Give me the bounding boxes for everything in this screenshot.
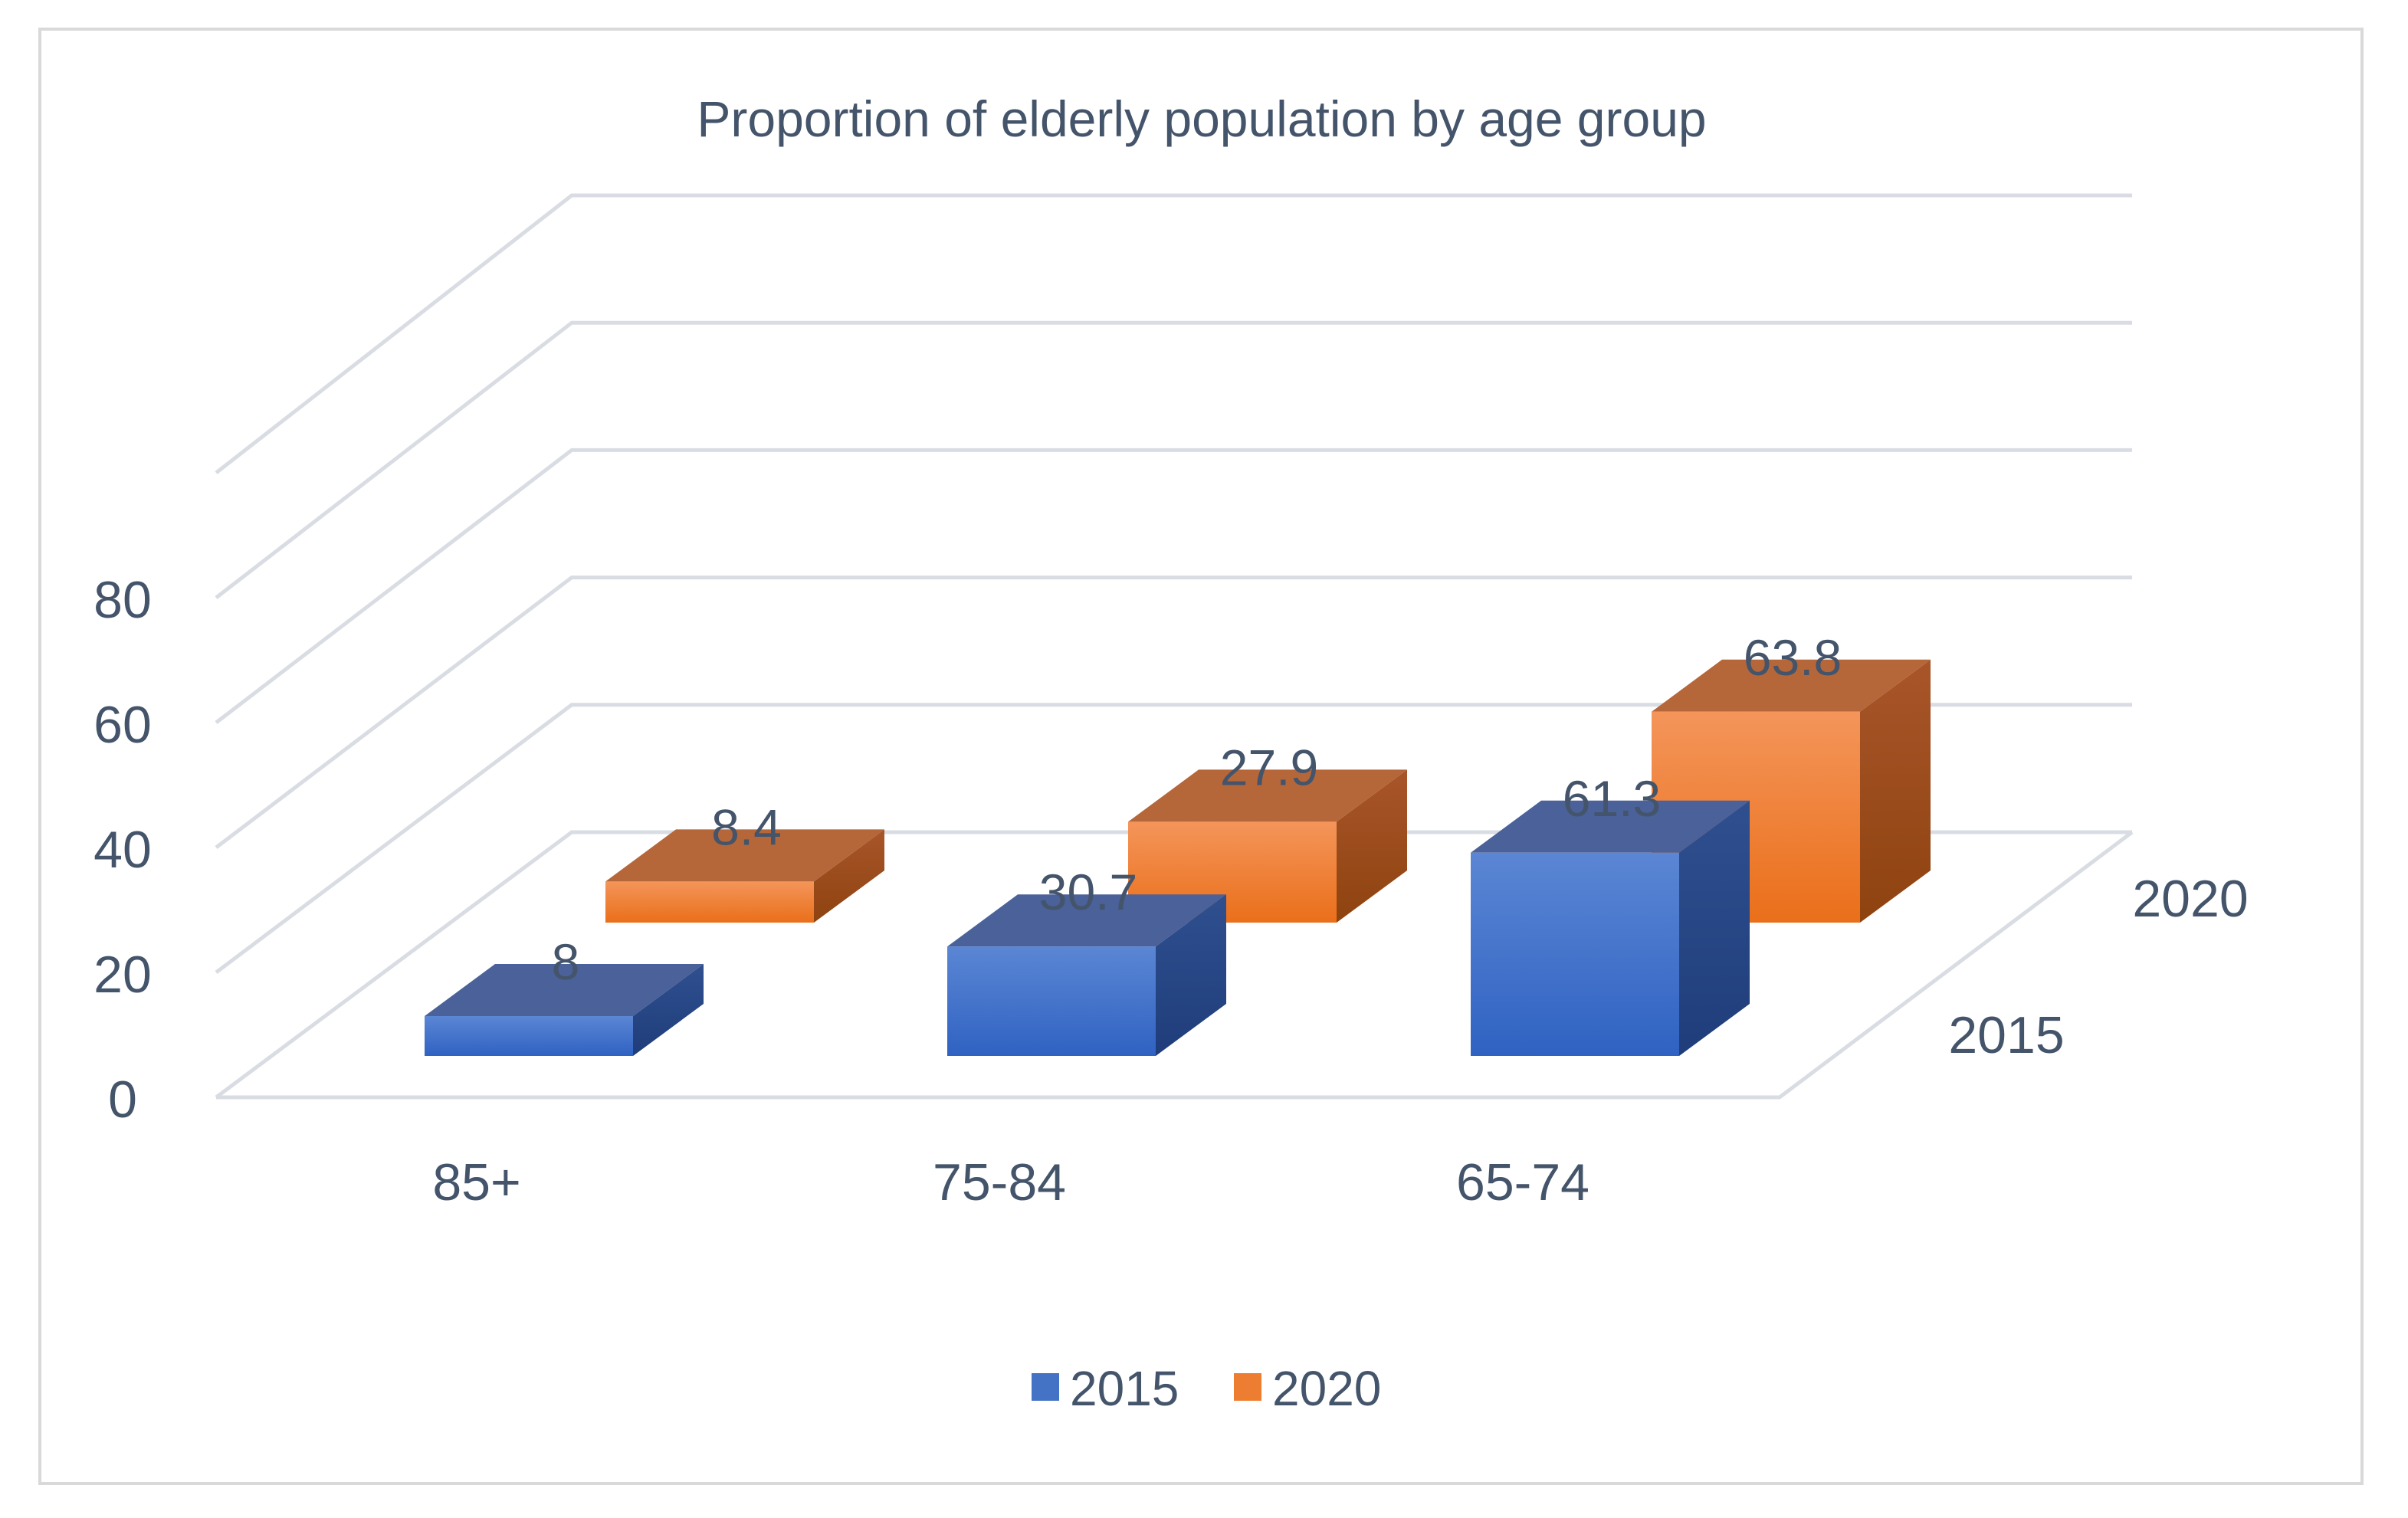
data-label: 8 <box>552 933 580 990</box>
gridline <box>215 575 2132 849</box>
bar-top-2020-65-74 <box>1652 659 1931 712</box>
gridline <box>215 193 2132 474</box>
bar-side-2015-85+ <box>633 964 704 1056</box>
chart-frame <box>38 28 2364 1485</box>
bar-side-2015-65-74 <box>1679 800 1750 1056</box>
category-label: 75-84 <box>933 1153 1066 1211</box>
y-tick-label: 60 <box>93 696 152 754</box>
legend-swatch <box>1234 1373 1261 1401</box>
category-label: 85+ <box>432 1153 520 1211</box>
bar-top-2015-75-84 <box>947 894 1226 947</box>
gridline <box>215 320 2132 599</box>
data-label: 61.3 <box>1563 770 1661 827</box>
data-labels: 8.4 27.9 63.8 8 30.7 61.3 <box>552 629 1842 990</box>
bar-2015-75-84 <box>947 946 1156 1056</box>
y-tick-label: 20 <box>93 946 152 1004</box>
bar-top-2020-75-84 <box>1128 769 1407 822</box>
bar-side-2020-85+ <box>814 829 884 923</box>
bar-2015-65-74 <box>1471 852 1679 1056</box>
depth-label: 2015 <box>1948 1006 2064 1064</box>
depth-axis-labels: 2015 2020 <box>1948 870 2248 1064</box>
legend-swatch <box>1032 1373 1059 1401</box>
legend: 2015 2020 <box>1032 1361 1381 1416</box>
bar-top-2015-65-74 <box>1471 800 1750 853</box>
y-tick-label: 0 <box>108 1070 137 1129</box>
legend-label: 2015 <box>1070 1361 1179 1416</box>
bar-top-2020-85+ <box>605 829 884 882</box>
bar-side-2015-75-84 <box>1156 894 1226 1056</box>
depth-label: 2020 <box>2132 870 2248 928</box>
data-label: 8.4 <box>711 798 782 855</box>
data-label: 63.8 <box>1744 629 1842 686</box>
bar-2020-85+ <box>605 881 814 923</box>
chart-title: Proportion of elderly population by age … <box>697 90 1706 147</box>
legend-label: 2020 <box>1272 1361 1381 1416</box>
bar-2015-85+ <box>425 1016 633 1056</box>
bar-top-2015-85+ <box>425 964 704 1016</box>
bar-side-2020-65-74 <box>1860 659 1931 923</box>
x-axis-categories: 85+ 75-84 65-74 <box>432 1153 1589 1211</box>
category-label: 65-74 <box>1456 1153 1589 1211</box>
gridline <box>215 448 2132 724</box>
bar-side-2020-75-84 <box>1337 769 1407 923</box>
data-label: 30.7 <box>1039 864 1137 920</box>
floor-edge <box>216 831 2134 1100</box>
y-tick-label: 40 <box>93 821 152 879</box>
gridline <box>215 703 2132 974</box>
y-axis-ticks: 0 20 40 60 80 <box>93 571 152 1129</box>
bars-layer <box>425 659 1931 1056</box>
y-tick-label: 80 <box>93 571 152 629</box>
data-label: 27.9 <box>1220 739 1318 795</box>
